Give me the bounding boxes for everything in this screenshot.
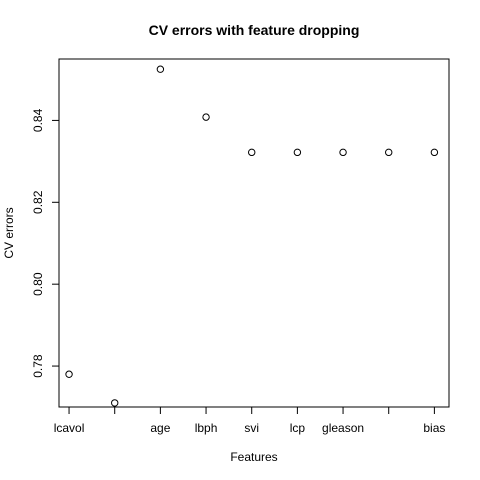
data-point (65, 370, 73, 378)
chart-title: CV errors with feature dropping (149, 22, 360, 38)
y-tick-label: 0.80 (31, 272, 45, 296)
data-point (385, 148, 393, 157)
x-tick-label: gleason (322, 421, 364, 435)
y-axis: 0.78 0.80 0.82 0.84 (31, 108, 60, 378)
x-axis: lcavol age lbph svi lcp gleason bias (54, 406, 445, 435)
plot-box (58, 58, 450, 408)
x-tick-label: svi (244, 421, 259, 435)
y-tick-label: 0.78 (31, 354, 45, 378)
x-tick-label: bias (423, 421, 445, 435)
data-points (65, 65, 439, 407)
data-point (339, 148, 347, 157)
x-tick-label: lbph (195, 421, 218, 435)
data-point (111, 399, 119, 407)
y-tick-label: 0.84 (31, 108, 45, 132)
y-axis-label: CV errors (2, 207, 16, 258)
y-tick-label: 0.82 (31, 190, 45, 214)
x-tick-label: lcp (290, 421, 306, 435)
data-point (248, 148, 256, 157)
data-point (293, 148, 302, 157)
x-tick-label: lcavol (54, 421, 85, 435)
data-point (156, 65, 165, 73)
x-axis-label: Features (230, 450, 277, 464)
data-point (430, 148, 439, 157)
x-tick-label: age (150, 421, 170, 435)
data-point (202, 113, 210, 121)
